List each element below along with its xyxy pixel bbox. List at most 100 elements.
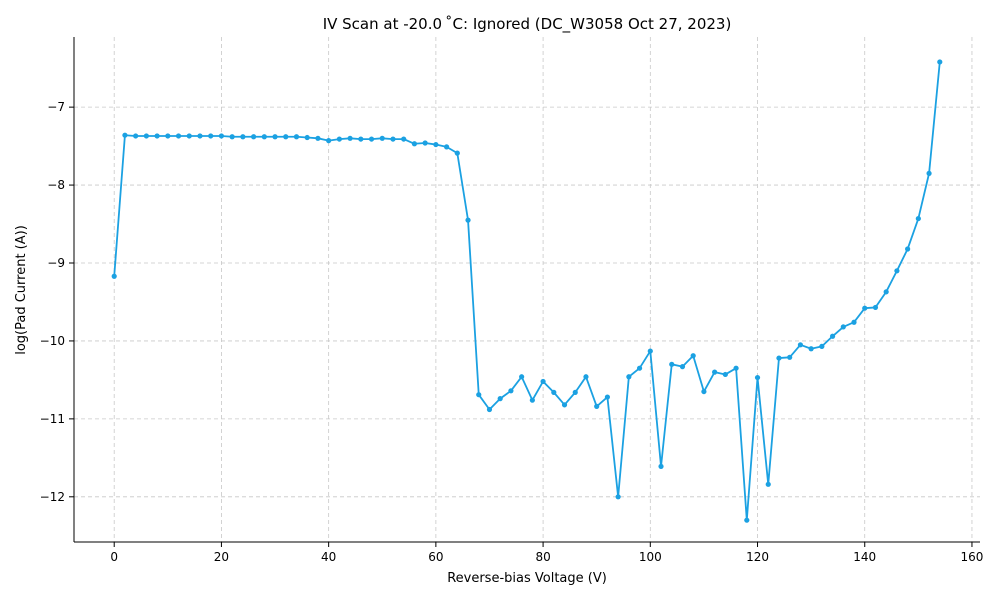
data-point [754, 374, 761, 381]
data-point [250, 134, 257, 140]
x-tick-label: 20 [214, 550, 229, 564]
data-point [465, 217, 471, 223]
data-point [122, 132, 128, 138]
data-point [422, 140, 428, 146]
y-axis-label: log(Pad Current (A)) [14, 225, 29, 355]
data-point [476, 392, 482, 398]
data-point [722, 371, 728, 378]
data-point [905, 246, 911, 252]
data-point [883, 289, 889, 295]
data-point [851, 319, 857, 325]
data-point [572, 389, 578, 395]
data-point [240, 134, 246, 140]
data-point [454, 150, 460, 156]
data-point [529, 397, 535, 403]
data-point [401, 136, 407, 142]
data-point [829, 333, 836, 339]
data-point [411, 141, 418, 147]
data-point [594, 403, 600, 409]
data-point [604, 394, 611, 400]
data-point [486, 406, 493, 413]
data-point [626, 374, 632, 380]
x-tick-label: 120 [746, 550, 769, 564]
data-point [165, 133, 171, 139]
data-point [744, 517, 750, 523]
y-tick-label: −9 [47, 256, 65, 270]
data-point [229, 134, 235, 140]
data-point [636, 365, 643, 371]
data-point [133, 133, 139, 139]
data-point [690, 353, 696, 359]
x-ticks: 0 20 40 60 80 100 120 140 160 [110, 542, 983, 564]
data-point [186, 133, 192, 139]
data-point [379, 135, 385, 141]
data-point [519, 374, 525, 380]
data-point [111, 273, 117, 279]
data-point [143, 133, 149, 139]
data-point [175, 133, 182, 139]
grid-layer [74, 37, 980, 542]
data-point [358, 136, 364, 142]
data-point [347, 135, 353, 141]
x-tick-label: 140 [853, 550, 876, 564]
data-point [615, 494, 621, 500]
x-tick-label: 100 [639, 550, 662, 564]
data-point [862, 305, 868, 311]
data-point [819, 343, 825, 349]
data-point [840, 324, 846, 330]
x-tick-label: 160 [961, 550, 984, 564]
data-point [443, 144, 450, 150]
y-tick-label: −10 [40, 334, 65, 348]
data-point [293, 134, 300, 140]
data-point [218, 133, 225, 139]
data-point [197, 133, 203, 139]
data-point [326, 138, 332, 144]
data-point [765, 481, 771, 487]
x-tick-label: 60 [428, 550, 443, 564]
data-point [315, 135, 321, 141]
x-tick-label: 80 [535, 550, 550, 564]
data-point [283, 134, 289, 140]
data-point [390, 136, 396, 142]
data-point [915, 215, 921, 222]
data-point [272, 134, 278, 140]
data-point [208, 133, 214, 139]
data-point [561, 402, 568, 408]
data-point [336, 136, 342, 142]
data-point [540, 378, 546, 385]
data-point [872, 304, 879, 311]
data-point [658, 463, 664, 470]
data-point [304, 134, 310, 141]
data-point [497, 396, 503, 402]
y-tick-label: −7 [47, 100, 65, 114]
x-tick-label: 0 [110, 550, 118, 564]
data-point [368, 136, 375, 142]
chart-title: IV Scan at -20.0 ˚C: Ignored (DC_W3058 O… [323, 15, 732, 34]
data-point [679, 364, 686, 370]
data-point [261, 134, 267, 140]
x-tick-label: 40 [321, 550, 336, 564]
data-point [776, 355, 782, 361]
data-point [894, 268, 900, 274]
data-point [551, 389, 557, 395]
y-tick-label: −12 [40, 490, 65, 504]
series-layer [111, 59, 943, 523]
y-tick-label: −8 [47, 178, 65, 192]
data-point [787, 354, 793, 360]
y-ticks: −12 −11 −10 −9 −8 −7 [40, 100, 74, 504]
y-tick-label: −11 [40, 412, 65, 426]
series-line [113, 61, 941, 522]
data-point [647, 348, 653, 354]
axes-layer [73, 37, 980, 543]
data-point [583, 374, 589, 380]
data-point [508, 388, 514, 394]
data-point [808, 346, 814, 352]
data-point [797, 342, 804, 348]
data-point [926, 170, 932, 176]
data-point [154, 133, 160, 139]
data-point [937, 59, 943, 65]
data-point [669, 361, 675, 367]
data-point [712, 369, 718, 375]
x-axis-label: Reverse-bias Voltage (V) [447, 571, 607, 586]
